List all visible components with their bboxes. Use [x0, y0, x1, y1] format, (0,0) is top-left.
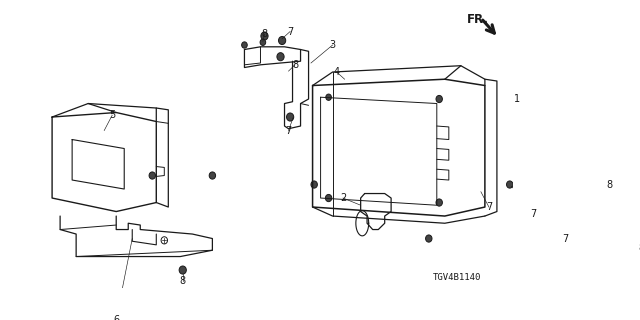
- Text: 2: 2: [340, 193, 346, 203]
- Circle shape: [260, 39, 266, 45]
- Circle shape: [605, 189, 612, 197]
- Circle shape: [311, 181, 317, 188]
- Text: 8: 8: [180, 276, 186, 286]
- Circle shape: [149, 172, 156, 179]
- Circle shape: [436, 95, 442, 103]
- Circle shape: [506, 181, 513, 188]
- Circle shape: [426, 235, 432, 242]
- Circle shape: [436, 199, 442, 206]
- Circle shape: [278, 36, 285, 44]
- Text: 7: 7: [530, 209, 536, 219]
- Text: FR.: FR.: [467, 13, 488, 26]
- Text: 7: 7: [486, 202, 492, 212]
- Circle shape: [179, 266, 186, 274]
- Text: TGV4B1140: TGV4B1140: [433, 273, 481, 282]
- Text: 8: 8: [606, 180, 612, 189]
- Circle shape: [325, 195, 332, 202]
- Circle shape: [242, 42, 247, 48]
- Text: 6: 6: [113, 315, 119, 320]
- Circle shape: [326, 94, 332, 100]
- Circle shape: [209, 172, 216, 179]
- Text: 7: 7: [285, 125, 292, 136]
- Text: 1: 1: [514, 94, 520, 104]
- Text: 4: 4: [333, 67, 340, 77]
- Text: 8: 8: [638, 243, 640, 252]
- Circle shape: [287, 113, 294, 121]
- Text: 7: 7: [287, 27, 293, 36]
- Text: 8: 8: [261, 29, 268, 39]
- Circle shape: [277, 53, 284, 61]
- Text: 5: 5: [109, 110, 115, 120]
- Text: 8: 8: [292, 60, 298, 70]
- Circle shape: [637, 252, 640, 260]
- Circle shape: [261, 32, 268, 40]
- Text: 7: 7: [562, 234, 568, 244]
- Text: 3: 3: [330, 40, 335, 50]
